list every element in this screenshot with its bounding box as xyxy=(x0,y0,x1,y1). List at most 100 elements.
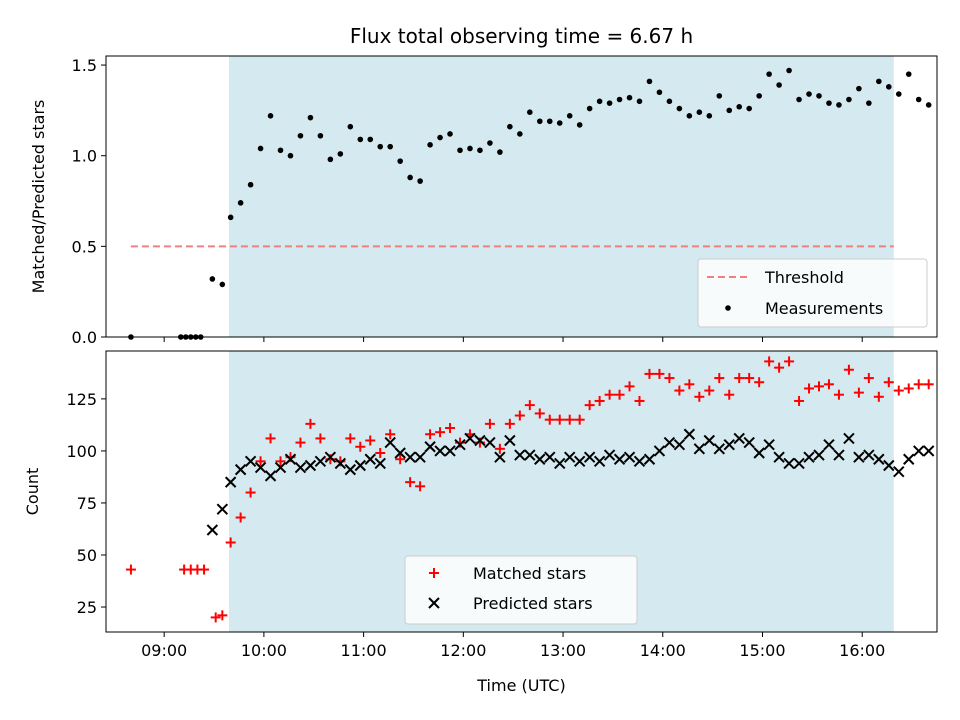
measurement-point xyxy=(447,131,453,137)
measurement-point xyxy=(257,145,264,152)
predicted-star-marker xyxy=(344,463,357,476)
matched-star-marker xyxy=(794,395,805,406)
measurement-point xyxy=(716,93,723,99)
matched-star-marker xyxy=(923,379,934,390)
measurement-point xyxy=(796,96,802,103)
matched-star-marker xyxy=(355,441,366,452)
predicted-star-marker xyxy=(723,438,735,451)
matched-star-marker xyxy=(574,414,585,425)
measurement-point xyxy=(856,85,862,92)
legend-measurements-swatch xyxy=(725,305,731,311)
top-panel: 0.0 0.5 1.0 1.5 Flux total observing time =… xyxy=(29,24,938,347)
predicted-star-marker xyxy=(354,459,366,472)
predicted-star-marker xyxy=(833,449,845,461)
matched-star-marker xyxy=(734,373,745,384)
predicted-star-marker xyxy=(623,451,636,463)
measurement-point xyxy=(576,122,583,128)
x-axis-label: Time (UTC) xyxy=(476,676,565,695)
predicted-star-marker xyxy=(334,457,347,470)
measurement-point xyxy=(816,93,822,99)
predicted-star-marker xyxy=(813,449,825,461)
bottom-x-tick-label: 09:00 xyxy=(141,641,187,660)
predicted-star-marker xyxy=(384,436,396,449)
measurement-point xyxy=(666,98,673,105)
measurement-point xyxy=(636,98,643,105)
matched-star-marker xyxy=(255,456,266,467)
predicted-star-marker xyxy=(853,451,865,463)
measurement-point xyxy=(327,156,334,163)
matched-star-marker xyxy=(604,389,615,400)
top-y-tick-label: 1.5 xyxy=(72,56,97,75)
predicted-star-marker xyxy=(244,455,257,468)
measurement-point xyxy=(477,147,483,154)
measurement-point xyxy=(676,105,683,112)
measurement-point xyxy=(417,178,423,184)
matched-star-marker xyxy=(813,381,824,392)
predicted-star-marker xyxy=(653,445,666,457)
predicted-star-marker xyxy=(913,445,925,457)
measurement-point xyxy=(596,98,603,105)
measurement-point xyxy=(487,140,493,146)
matched-star-marker xyxy=(634,395,645,406)
measurement-point xyxy=(377,143,384,150)
matched-star-marker xyxy=(365,435,376,446)
predicted-star-marker xyxy=(643,453,656,465)
matched-star-marker xyxy=(584,400,595,411)
measurement-point xyxy=(317,132,324,139)
predicted-star-marker xyxy=(873,453,885,465)
matched-star-marker xyxy=(425,429,436,440)
matched-star-marker xyxy=(385,429,396,440)
measurement-point xyxy=(507,123,513,130)
predicted-star-marker xyxy=(883,459,895,472)
measurement-point xyxy=(219,281,226,288)
predicted-star-marker xyxy=(673,438,686,451)
measurement-point xyxy=(766,71,772,77)
bottom-y-tick-label: 75 xyxy=(77,494,97,513)
bottom-legend-box xyxy=(404,555,638,625)
predicted-star-marker xyxy=(434,445,446,457)
matched-star-marker xyxy=(724,389,735,400)
matched-star-marker xyxy=(624,381,635,392)
measurement-point xyxy=(895,91,902,97)
bottom-x-tick-label: 16:00 xyxy=(839,641,885,660)
measurement-point xyxy=(546,118,553,125)
predicted-star-marker xyxy=(474,434,486,447)
top-legend: Threshold Measurements xyxy=(697,258,928,328)
legend-predicted-swatch xyxy=(428,597,440,609)
predicted-star-marker xyxy=(633,455,646,468)
predicted-star-marker xyxy=(773,451,785,463)
measurement-point xyxy=(427,142,433,148)
matched-star-marker xyxy=(514,410,525,421)
measurement-point xyxy=(337,151,344,157)
measurement-point xyxy=(407,174,413,181)
measurement-point xyxy=(227,214,234,221)
matched-star-marker xyxy=(833,389,844,400)
top-y-tick-label: 1.0 xyxy=(72,147,97,166)
predicted-star-marker xyxy=(424,441,436,453)
matched-star-marker xyxy=(217,610,228,621)
predicted-star-marker xyxy=(494,451,506,463)
bottom-y-axis-label: Count xyxy=(23,468,42,516)
matched-star-marker xyxy=(524,400,535,411)
bottom-legend: Matched stars Predicted stars xyxy=(404,555,638,625)
measurement-point xyxy=(237,200,244,206)
matched-star-marker xyxy=(684,379,695,390)
predicted-star-marker xyxy=(314,455,327,468)
measurement-point xyxy=(287,152,294,159)
top-y-axis-label: Matched/Predicted stars xyxy=(29,100,48,294)
matched-star-marker xyxy=(893,385,904,396)
predicted-star-marker xyxy=(374,457,386,470)
predicted-star-marker xyxy=(603,449,616,461)
predicted-star-marker xyxy=(444,445,456,457)
predicted-star-marker xyxy=(793,457,805,470)
measurement-point xyxy=(696,109,703,115)
matched-star-marker xyxy=(305,418,316,429)
matched-star-marker xyxy=(415,481,426,492)
predicted-star-marker xyxy=(484,436,496,449)
matched-star-marker xyxy=(873,391,884,402)
matched-star-marker xyxy=(395,454,406,465)
predicted-star-marker xyxy=(284,453,297,465)
matched-star-marker xyxy=(435,427,446,438)
matched-star-marker xyxy=(225,537,236,548)
predicted-star-marker xyxy=(763,438,775,451)
